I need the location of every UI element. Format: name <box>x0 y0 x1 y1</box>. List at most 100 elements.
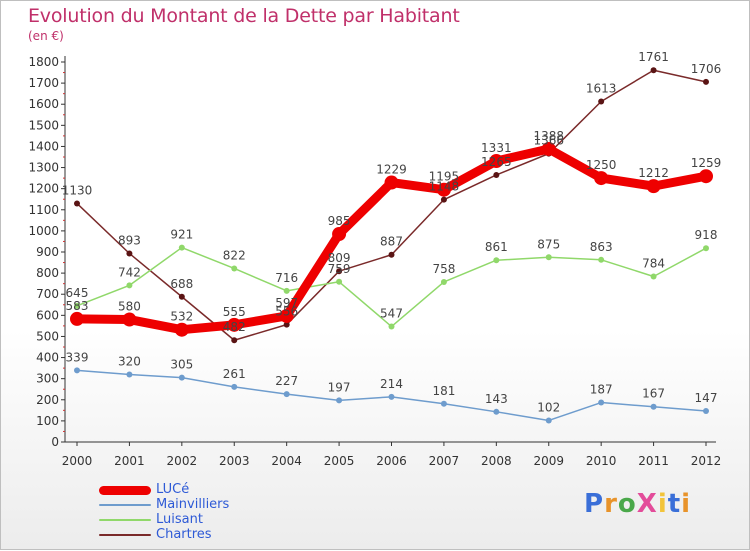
y-tick-label: 400 <box>36 351 59 365</box>
legend-item: LUCé <box>99 482 299 498</box>
series-line-3 <box>76 69 707 341</box>
legend-label: LUCé <box>156 482 190 497</box>
series-point-3 <box>703 78 709 85</box>
data-label-0: 580 <box>118 300 141 314</box>
series-point-3 <box>178 293 185 300</box>
data-label-2: 759 <box>328 262 351 276</box>
x-tick-label: 2005 <box>324 454 355 468</box>
y-tick-label: 800 <box>36 266 59 280</box>
logo-letter: i <box>657 489 668 519</box>
data-label-3: 1148 <box>429 180 460 194</box>
series-point-2 <box>126 282 133 289</box>
y-tick-label: 1100 <box>28 203 59 217</box>
series-point-1 <box>126 371 133 378</box>
data-label-1: 102 <box>537 400 560 414</box>
series-point-2 <box>74 302 80 309</box>
series-point-0 <box>174 322 189 337</box>
y-tick-label: 300 <box>36 372 59 386</box>
data-label-2: 784 <box>642 256 665 270</box>
data-label-1: 227 <box>275 374 298 388</box>
series-point-0 <box>699 169 713 184</box>
legend-label: Mainvilliers <box>156 497 230 512</box>
data-label-1: 339 <box>66 350 89 364</box>
y-tick-label: 1400 <box>28 139 59 153</box>
data-label-3: 893 <box>118 233 141 247</box>
data-label-2: 742 <box>118 265 141 279</box>
y-tick-label: 0 <box>51 435 59 449</box>
data-label-0: 1250 <box>586 158 617 172</box>
logo-letter: i <box>681 489 692 519</box>
data-label-3: 1761 <box>638 50 669 64</box>
chart-subtitle: (en €) <box>28 29 64 43</box>
series-point-2 <box>336 278 343 285</box>
legend-label: Luisant <box>156 512 203 527</box>
legend-item: Mainvilliers <box>99 497 299 513</box>
logo-letter: X <box>636 489 658 519</box>
data-label-1: 197 <box>328 380 351 394</box>
logo-letter: t <box>667 489 682 519</box>
data-label-3: 809 <box>328 251 351 265</box>
x-tick-label: 2008 <box>481 454 512 468</box>
series-point-1 <box>336 397 343 404</box>
data-label-2: 861 <box>485 240 508 254</box>
chart-title: Evolution du Montant de la Dette par Hab… <box>28 5 460 27</box>
legend-label: Chartres <box>156 527 212 542</box>
data-label-0: 555 <box>223 305 246 319</box>
data-label-1: 320 <box>118 354 141 368</box>
y-tick-label: 600 <box>36 308 59 322</box>
data-label-3: 688 <box>170 277 193 291</box>
data-label-3: 1706 <box>691 62 722 76</box>
data-label-3: 556 <box>275 305 298 319</box>
y-tick-label: 1600 <box>28 97 59 111</box>
y-tick-label: 1800 <box>28 55 59 69</box>
x-tick-label: 2011 <box>638 454 669 468</box>
data-label-0: 985 <box>328 214 351 228</box>
data-label-1: 187 <box>590 383 613 397</box>
data-label-3: 482 <box>223 320 246 334</box>
x-tick-label: 2009 <box>533 454 564 468</box>
series-point-0 <box>541 141 556 156</box>
data-label-3: 1265 <box>481 155 512 169</box>
series-point-3 <box>493 171 500 178</box>
data-label-0: 1388 <box>533 129 564 143</box>
series-point-3 <box>650 67 657 74</box>
data-label-3: 887 <box>380 235 403 249</box>
y-tick-label: 1300 <box>28 161 59 175</box>
series-point-1 <box>650 403 657 410</box>
legend-item: Chartres <box>99 527 299 543</box>
series-point-2 <box>650 273 657 280</box>
legend-swatch <box>99 534 151 536</box>
series-point-0 <box>384 175 399 190</box>
series-point-1 <box>178 374 185 381</box>
data-label-3: 1613 <box>586 81 617 95</box>
legend-swatch <box>99 504 151 506</box>
series-point-2 <box>283 287 290 294</box>
y-tick-label: 100 <box>36 414 59 428</box>
series-point-1 <box>598 399 605 406</box>
series-point-1 <box>493 408 500 415</box>
series-point-1 <box>74 367 80 374</box>
series-point-2 <box>388 323 395 330</box>
data-label-2: 863 <box>590 240 613 254</box>
legend-swatch <box>99 485 151 495</box>
data-label-0: 1331 <box>481 141 512 155</box>
series-point-2 <box>493 257 500 264</box>
series-point-0 <box>594 171 609 186</box>
x-tick-label: 2002 <box>167 454 198 468</box>
data-label-0: 532 <box>170 310 193 324</box>
data-label-1: 181 <box>432 384 455 398</box>
logo-letter: o <box>617 489 637 519</box>
x-tick-label: 2007 <box>429 454 460 468</box>
x-tick-label: 2000 <box>62 454 93 468</box>
series-point-2 <box>598 256 605 263</box>
proxiti-logo: ProXiti <box>584 489 691 519</box>
series-point-3 <box>74 200 80 207</box>
series-point-0 <box>70 311 84 326</box>
data-label-3: 1366 <box>533 134 564 148</box>
series-point-2 <box>440 278 447 285</box>
series-point-3 <box>283 321 290 328</box>
data-label-0: 1229 <box>376 163 407 177</box>
series-point-2 <box>703 245 709 252</box>
data-label-2: 875 <box>537 237 560 251</box>
